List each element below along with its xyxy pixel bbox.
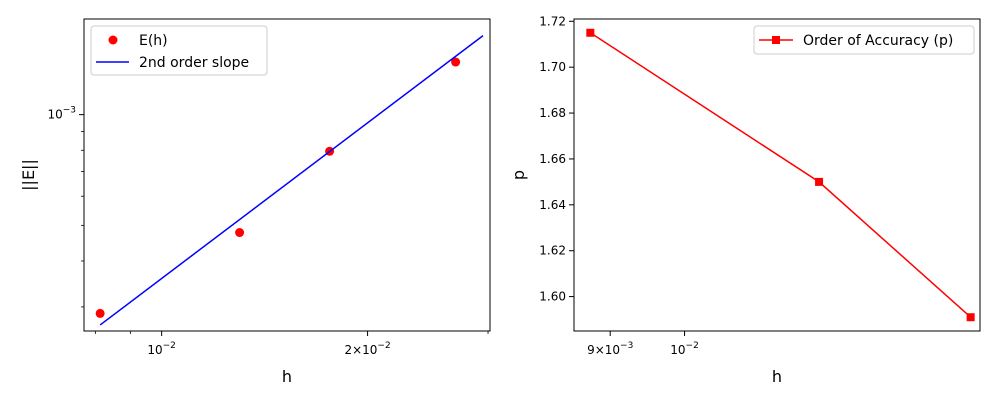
- right-plot-marks: [586, 28, 975, 322]
- data-point-square-2: [966, 313, 975, 322]
- series-line-1: [99, 35, 484, 326]
- left-plot-ticks: 10−2 2×10−2 10−3: [47, 106, 489, 357]
- left-plot-legend: E(h) 2nd order slope: [90, 25, 268, 76]
- y-tick-label: 1.62: [539, 244, 566, 258]
- x-tick-label: 10−2: [147, 341, 176, 357]
- data-point-1: [235, 228, 245, 238]
- y-tick-label: 1.64: [539, 198, 566, 212]
- y-tick-label: 10−3: [47, 106, 76, 122]
- left-plot-frame: [83, 18, 491, 332]
- right-plot-xlabel: h: [772, 367, 782, 386]
- data-point-square-1: [815, 177, 824, 186]
- legend-label-slope: 2nd order slope: [139, 55, 249, 71]
- y-tick-label: 1.66: [539, 152, 566, 166]
- right-plot-ylabel: p: [509, 170, 528, 180]
- legend-label-p: Order of Accuracy (p): [803, 33, 953, 49]
- left-plot: 10−2 2×10−2 10−3 h ||E|| E(h) 2nd order sl…: [19, 18, 491, 386]
- legend-marker-eh: [108, 35, 118, 45]
- y-tick-label: 1.60: [539, 290, 566, 304]
- right-plot: 9×10−3 10−2 1.60 1.62 1.64 1.66 1.68 1.70 1.72 h…: [509, 14, 981, 386]
- right-plot-frame: [573, 18, 981, 332]
- x-tick-label: 2×10−2: [344, 341, 390, 357]
- x-tick-label: 9×10−3: [587, 341, 633, 357]
- left-plot-xlabel: h: [282, 367, 292, 386]
- legend-label-eh: E(h): [139, 33, 168, 49]
- left-legend-box: [90, 25, 268, 76]
- left-plot-marks: [95, 35, 484, 326]
- right-plot-legend: Order of Accuracy (p): [753, 25, 975, 55]
- right-legend-box: [753, 25, 975, 55]
- data-point-0: [95, 308, 105, 318]
- x-tick-label: 10−2: [670, 341, 699, 357]
- y-tick-label: 1.72: [539, 14, 566, 28]
- y-tick-label: 1.68: [539, 106, 566, 120]
- data-point-square-0: [586, 28, 595, 37]
- left-plot-ylabel: ||E||: [19, 159, 38, 191]
- right-plot-ticks: 9×10−3 10−2 1.60 1.62 1.64 1.66 1.68 1.70 1.72: [539, 14, 699, 357]
- data-point-3: [451, 57, 461, 67]
- legend-marker-p: [772, 36, 780, 44]
- y-tick-label: 1.70: [539, 60, 566, 74]
